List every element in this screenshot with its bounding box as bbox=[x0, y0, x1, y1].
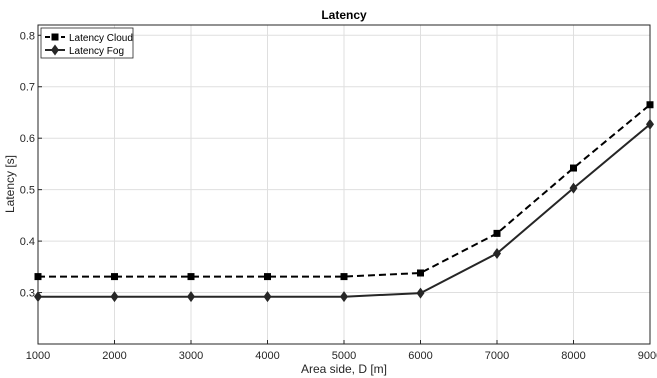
y-tick-label: 0.3 bbox=[20, 288, 35, 300]
series-layer bbox=[34, 101, 654, 303]
data-point-cloud bbox=[340, 273, 348, 281]
y-tick-label: 0.7 bbox=[20, 82, 35, 94]
x-tick-label: 6000 bbox=[408, 350, 432, 362]
legend-label-cloud: Latency Cloud bbox=[69, 33, 133, 44]
y-tick-label: 0.8 bbox=[20, 30, 35, 42]
legend-marker-fog bbox=[51, 44, 59, 56]
x-tick-label: 8000 bbox=[561, 350, 585, 362]
legend-label-fog: Latency Fog bbox=[69, 46, 124, 57]
data-point-cloud bbox=[34, 273, 42, 281]
series-line-cloud bbox=[38, 103, 651, 278]
data-point-cloud bbox=[646, 101, 654, 109]
data-point-fog bbox=[187, 291, 195, 303]
x-tick-label: 3000 bbox=[179, 350, 203, 362]
data-point-fog bbox=[569, 182, 578, 194]
x-tick-label: 1000 bbox=[26, 350, 50, 362]
x-tick-label: 4000 bbox=[255, 350, 279, 362]
data-point-cloud bbox=[417, 269, 424, 277]
y-tick-label: 0.6 bbox=[20, 133, 35, 145]
x-tick-label: 5000 bbox=[332, 350, 356, 362]
data-point-cloud bbox=[493, 229, 501, 237]
y-tick-label: 0.4 bbox=[20, 236, 35, 248]
y-axis-label: Latency [s] bbox=[3, 155, 17, 213]
x-tick-label: 2000 bbox=[102, 350, 126, 362]
data-point-cloud bbox=[264, 273, 271, 281]
legend-marker-cloud bbox=[51, 33, 59, 41]
x-tick-label: 7000 bbox=[485, 350, 509, 362]
data-point-fog bbox=[263, 291, 272, 303]
data-point-fog bbox=[646, 118, 654, 130]
data-point-fog bbox=[416, 287, 425, 299]
legend: Latency Cloud Latency Fog bbox=[40, 27, 134, 59]
x-axis-label: Area side, D [m] bbox=[301, 362, 387, 376]
data-point-fog bbox=[493, 247, 501, 259]
data-point-fog bbox=[34, 291, 42, 303]
data-point-fog bbox=[110, 291, 119, 303]
data-point-cloud bbox=[570, 164, 577, 172]
data-point-cloud bbox=[187, 273, 195, 281]
data-point-cloud bbox=[111, 273, 118, 281]
chart-title: Latency bbox=[321, 8, 367, 22]
data-point-fog bbox=[340, 291, 348, 303]
y-tick-label: 0.5 bbox=[20, 185, 35, 197]
